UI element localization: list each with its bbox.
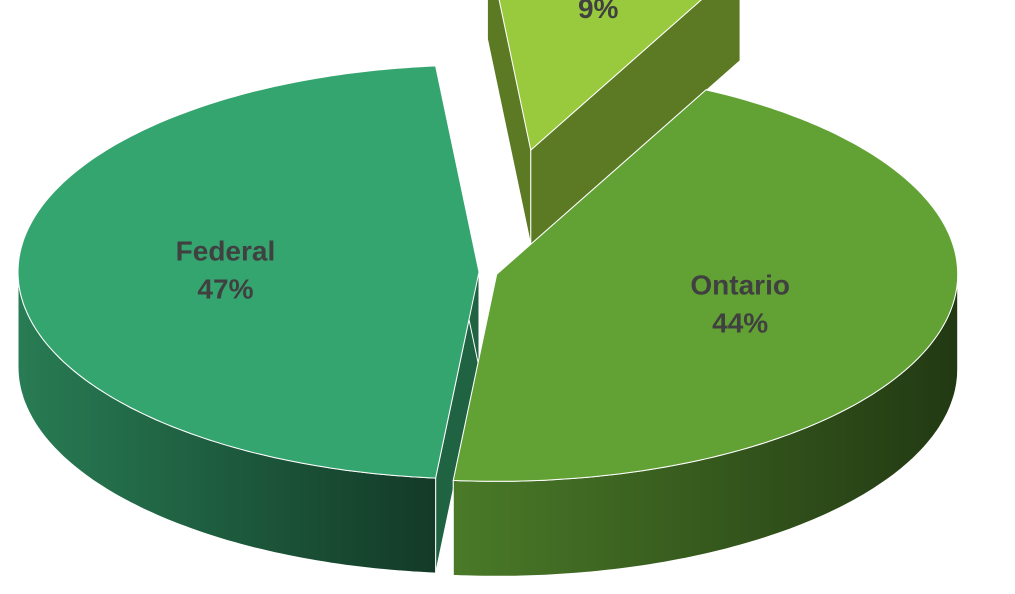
slice-label: Federal xyxy=(176,235,276,266)
slice xyxy=(452,88,959,577)
slice-label: Ontario xyxy=(690,269,790,300)
slice xyxy=(17,65,480,574)
slice-value-label: 9% xyxy=(578,0,619,24)
slice-value-label: 47% xyxy=(197,273,253,304)
slice-top xyxy=(498,0,702,151)
slice-top xyxy=(17,65,480,479)
slice-value-label: 44% xyxy=(712,307,768,338)
slice xyxy=(486,0,741,247)
slice-top xyxy=(452,89,959,482)
